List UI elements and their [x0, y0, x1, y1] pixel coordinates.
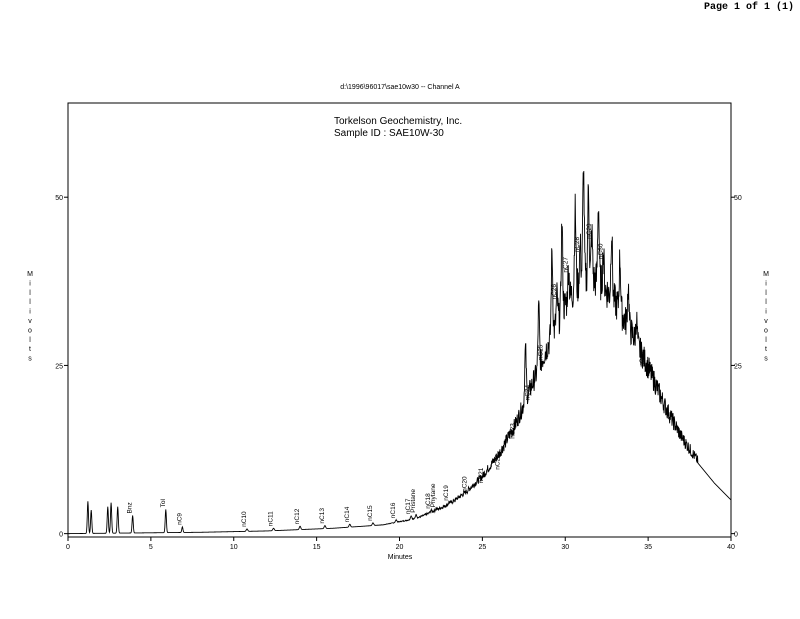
y-axis-label-char: l [765, 337, 767, 344]
y-axis-label-char: s [764, 356, 768, 363]
peak-label: Pristane [410, 489, 417, 513]
peak-label: nC9 [176, 513, 183, 525]
peak-label: nC28 [574, 236, 581, 252]
peak-label: nC24 [524, 384, 531, 400]
peak-label: Tol [160, 499, 167, 508]
x-tick-label: 25 [478, 544, 486, 551]
x-tick-label: 35 [644, 544, 652, 551]
y-tick-label: 25 [55, 363, 63, 370]
x-tick-label: 0 [66, 544, 70, 551]
peak-label: nC18 [425, 493, 432, 509]
y-axis-label-char: o [28, 327, 32, 334]
peak-label: nC13 [319, 508, 326, 524]
x-tick-label: 40 [727, 544, 735, 551]
y-tick-label: 0 [59, 532, 63, 539]
peak-label: nC10 [241, 511, 248, 527]
x-tick-label: 10 [230, 544, 238, 551]
y-axis-label-char: l [765, 299, 767, 306]
y-axis-label-char: t [29, 346, 31, 353]
peak-label: nC15 [367, 505, 374, 521]
y-axis-label-char: l [765, 290, 767, 297]
peak-label-group: Bnz Tol nC9 nC10 nC11 nC12 nC13 nC14 nC15 nC16 nC1… [127, 223, 646, 527]
file-title: d:\1996\96017\sae10w30 -- Channel A [340, 84, 460, 91]
y-axis-label-char: o [764, 327, 768, 334]
peak-label: nC23 [510, 423, 517, 439]
peak-label: nC20 [462, 476, 469, 492]
y-axis-label-char: t [765, 346, 767, 353]
peak-label: nC29 [586, 223, 593, 239]
axis-group: 0 5 10 15 20 25 30 35 40 0 25 50 0 25 50 [55, 195, 742, 551]
peak-label: nC11 [268, 511, 275, 526]
peak-label: Bnz [127, 502, 134, 513]
y-axis-label-char: l [29, 337, 31, 344]
chromatogram-trace [67, 170, 732, 535]
trace-group [67, 170, 732, 535]
y-tick-label: 50 [55, 195, 63, 202]
sample-id: Sample ID : SAE10W-30 [334, 128, 444, 139]
y-axis-label-char: s [28, 356, 32, 363]
y-axis-label-char: M [763, 271, 769, 278]
peak-label: nC21 [478, 467, 485, 483]
y-axis-label-char: l [29, 299, 31, 306]
x-tick-label: 15 [313, 544, 321, 551]
x-axis-label: Minutes [388, 554, 413, 561]
y-axis-label-char: i [29, 280, 31, 287]
right-y-tick-label: 0 [734, 532, 738, 539]
x-tick-label: 5 [149, 544, 153, 551]
y-axis-label-char: i [765, 280, 767, 287]
peak-label: nC14 [344, 506, 351, 522]
y-axis-label-char: i [29, 309, 31, 316]
peak-label: nC22 [495, 454, 502, 470]
peak-label: nC17 [405, 498, 412, 514]
y-axis-label-char: l [29, 290, 31, 297]
y-axis-label-char: v [764, 318, 768, 325]
right-y-tick-label: 25 [734, 363, 742, 370]
y-axis-label-char: M [27, 271, 33, 278]
peak-label: nC16 [390, 502, 397, 518]
peak-label: nC19 [443, 485, 450, 501]
right-y-tick-label: 50 [734, 195, 742, 202]
x-tick-label: 30 [561, 544, 569, 551]
page-label: Page 1 of 1 (1) [703, 2, 794, 13]
peak-label: nC34 [639, 351, 646, 367]
peak-label: nC12 [294, 508, 301, 524]
peak-label: Phytane [430, 483, 437, 507]
peak-label: nC25 [538, 344, 545, 360]
peak-label: nC26 [551, 284, 558, 300]
peak-label: nC27 [563, 257, 570, 273]
y-axis-label-char: i [765, 309, 767, 316]
x-tick-label: 20 [396, 544, 404, 551]
company-name: Torkelson Geochemistry, Inc. [334, 116, 462, 127]
peak-label: nC30 [597, 243, 604, 259]
y-axis-label-char: v [28, 318, 32, 325]
